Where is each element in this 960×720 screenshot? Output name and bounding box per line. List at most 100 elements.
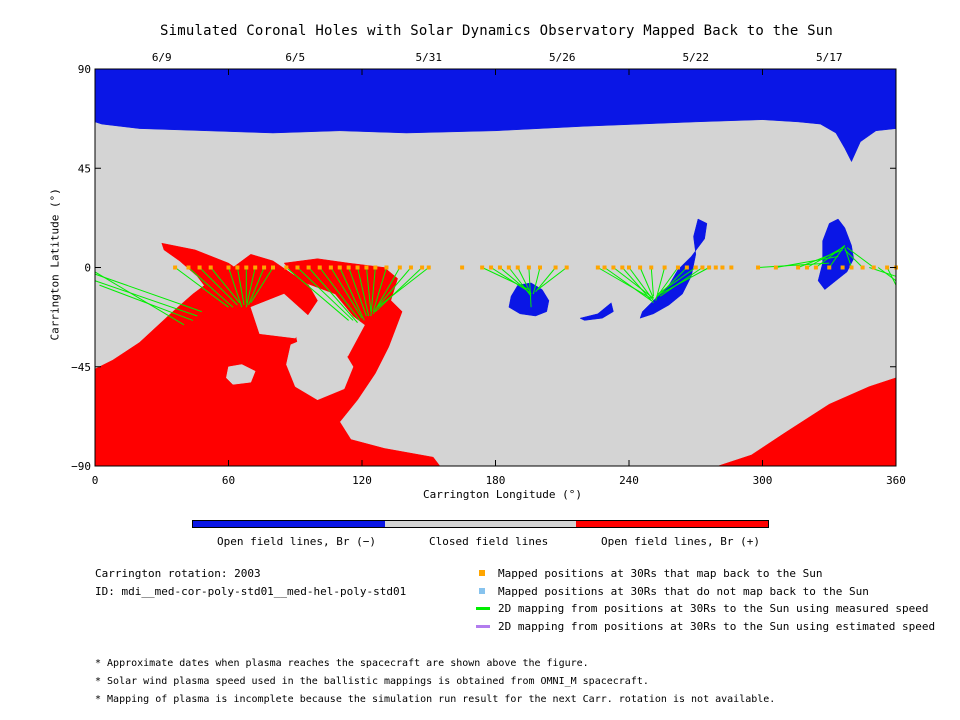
mapped-point [684, 265, 689, 270]
mapped-point [813, 265, 818, 270]
mapped-point [306, 265, 311, 270]
mapped-point [849, 265, 854, 270]
mapped-point [364, 265, 369, 270]
mapped-point [355, 265, 360, 270]
y-axis-label: Carrington Latitude (°) [48, 188, 62, 341]
mapped-point [235, 265, 240, 270]
mapped-point [729, 265, 734, 270]
note-speed: * Solar wind plasma speed used in the ba… [95, 676, 649, 687]
chart-title: Simulated Coronal Holes with Solar Dynam… [160, 23, 834, 39]
measured-mapping-line [286, 267, 349, 321]
measured-mapping-line [357, 267, 370, 317]
mapped-point [805, 265, 809, 270]
open-positive-region [161, 242, 252, 301]
measured-mapping-line [508, 267, 532, 297]
measured-mapping-line [815, 245, 846, 268]
mapped-point [460, 265, 465, 270]
measured-mapping-line [199, 267, 238, 306]
measured-mapping-line [339, 267, 365, 321]
open-negative-region [579, 302, 614, 321]
top-date-label: 5/26 [549, 51, 576, 64]
mapped-point [373, 265, 378, 270]
note-dates: * Approximate dates when plasma reaches … [95, 658, 589, 669]
measured-mapping-line [655, 267, 666, 301]
measured-mapping-line [236, 267, 245, 306]
mapped-point [408, 265, 413, 270]
measured-mapping-line [517, 267, 532, 295]
x-tick-label: 180 [486, 474, 506, 487]
mapped-point [871, 265, 876, 270]
legend-unmapped-marker [479, 588, 485, 594]
note-incomplete: * Mapping of plasma is incomplete becaus… [95, 694, 776, 705]
measured-mapping-line [650, 267, 654, 297]
measured-mapping-line [537, 267, 568, 290]
measured-mapping-line [308, 267, 358, 323]
mapped-point [611, 265, 616, 270]
mapped-point [489, 265, 494, 270]
measured-mapping-line [374, 267, 412, 310]
x-axis-label: Carrington Longitude (°) [423, 488, 582, 501]
measured-mapping-line [372, 267, 387, 312]
mapped-point [515, 265, 520, 270]
open-negative-region [94, 68, 897, 163]
mapped-point [627, 265, 631, 270]
top-date-label: 6/5 [285, 51, 305, 64]
measured-mapping-line [365, 267, 372, 312]
measured-mapping-line [535, 267, 556, 293]
y-tick-label: −90 [71, 460, 91, 473]
colorbar-closed-label: Closed field lines [429, 535, 549, 548]
measured-mapping-line [659, 267, 703, 297]
mapped-point [860, 265, 865, 270]
x-tick-label: 300 [753, 474, 773, 487]
measured-mapping-line [245, 267, 256, 308]
mapped-point [173, 265, 178, 270]
measured-mapping-line [297, 267, 354, 321]
mapped-point [346, 265, 351, 270]
top-date-label: 5/17 [816, 51, 843, 64]
top-date-label: 5/31 [416, 51, 443, 64]
legend-measured-line [476, 607, 490, 610]
mapped-point [538, 265, 542, 270]
measured-mapping-line [806, 247, 843, 268]
measured-mapping-line [348, 267, 367, 317]
mapped-point [827, 265, 832, 270]
top-date-label: 5/22 [683, 51, 710, 64]
mapped-point [262, 265, 267, 270]
measured-mapping-line [375, 267, 423, 312]
mapped-point [208, 265, 213, 270]
mapped-point [420, 265, 425, 270]
colorbar-open-negative [193, 521, 385, 527]
y-tick-label: −45 [71, 361, 91, 374]
measured-mapping-line [639, 267, 654, 299]
measured-mapping-line [377, 267, 430, 308]
closed-field-island [250, 293, 309, 339]
measured-mapping-line [94, 280, 198, 317]
legend-measured-label: 2D mapping from positions at 30Rs to the… [498, 602, 929, 615]
measured-mapping-line [613, 267, 654, 299]
mapping-line-layer [94, 245, 897, 326]
mapped-point [295, 265, 300, 270]
mapped-point [197, 265, 202, 270]
open-positive-region [283, 258, 398, 330]
mapped-point [397, 265, 402, 270]
mapped-point [638, 265, 643, 270]
colorbar [192, 520, 769, 528]
measured-mapping-line [844, 249, 863, 268]
measured-mapping-line [659, 267, 710, 295]
mapped-point-layer [173, 265, 898, 270]
measured-mapping-line [886, 267, 897, 286]
measured-mapping-line [532, 267, 541, 295]
measured-mapping-line [248, 267, 265, 306]
mapped-point [337, 265, 342, 270]
measured-mapping-line [657, 267, 688, 297]
measured-mapping-line [490, 267, 530, 293]
measured-mapping-line [370, 267, 376, 317]
colorbar-open-positive [576, 521, 769, 527]
measured-mapping-line [174, 267, 229, 308]
measured-mapping-line [319, 267, 361, 321]
open-negative-region [508, 282, 550, 317]
mapped-point [885, 265, 890, 270]
measured-mapping-line [330, 267, 363, 319]
measured-mapping-line [210, 267, 241, 304]
